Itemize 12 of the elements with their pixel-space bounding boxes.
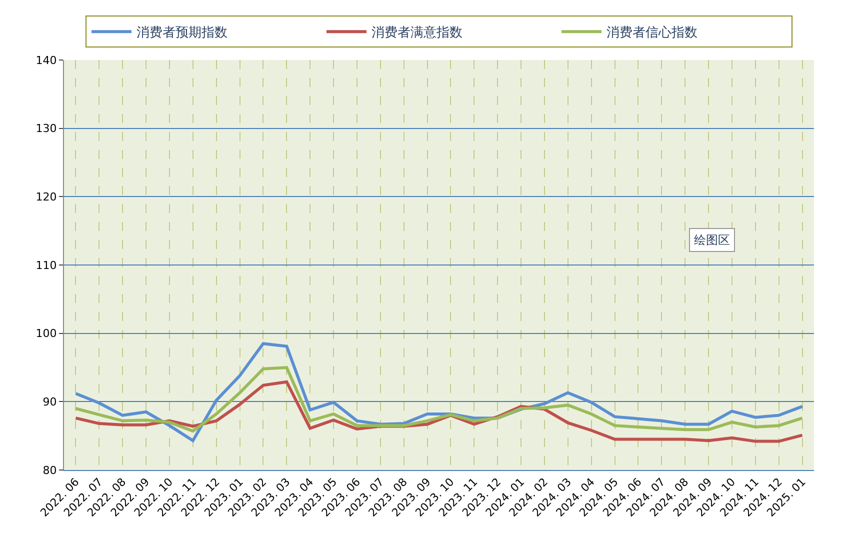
annotation: 绘图区 bbox=[694, 233, 730, 247]
legend-label: 消费者满意指数 bbox=[372, 26, 462, 41]
y-tick-label: 120 bbox=[36, 190, 57, 204]
legend-label: 消费者预期指数 bbox=[136, 26, 228, 41]
y-tick-label: 130 bbox=[36, 122, 57, 136]
y-tick-label: 90 bbox=[42, 396, 57, 409]
y-tick-label: 100 bbox=[36, 327, 57, 340]
legend-label: 消费者信心指数 bbox=[606, 24, 698, 41]
line-series bbox=[74, 366, 804, 433]
y-tick-label: 110 bbox=[36, 258, 57, 272]
y-tick-label: 80 bbox=[42, 464, 57, 477]
y-tick-label: 140 bbox=[36, 54, 57, 67]
